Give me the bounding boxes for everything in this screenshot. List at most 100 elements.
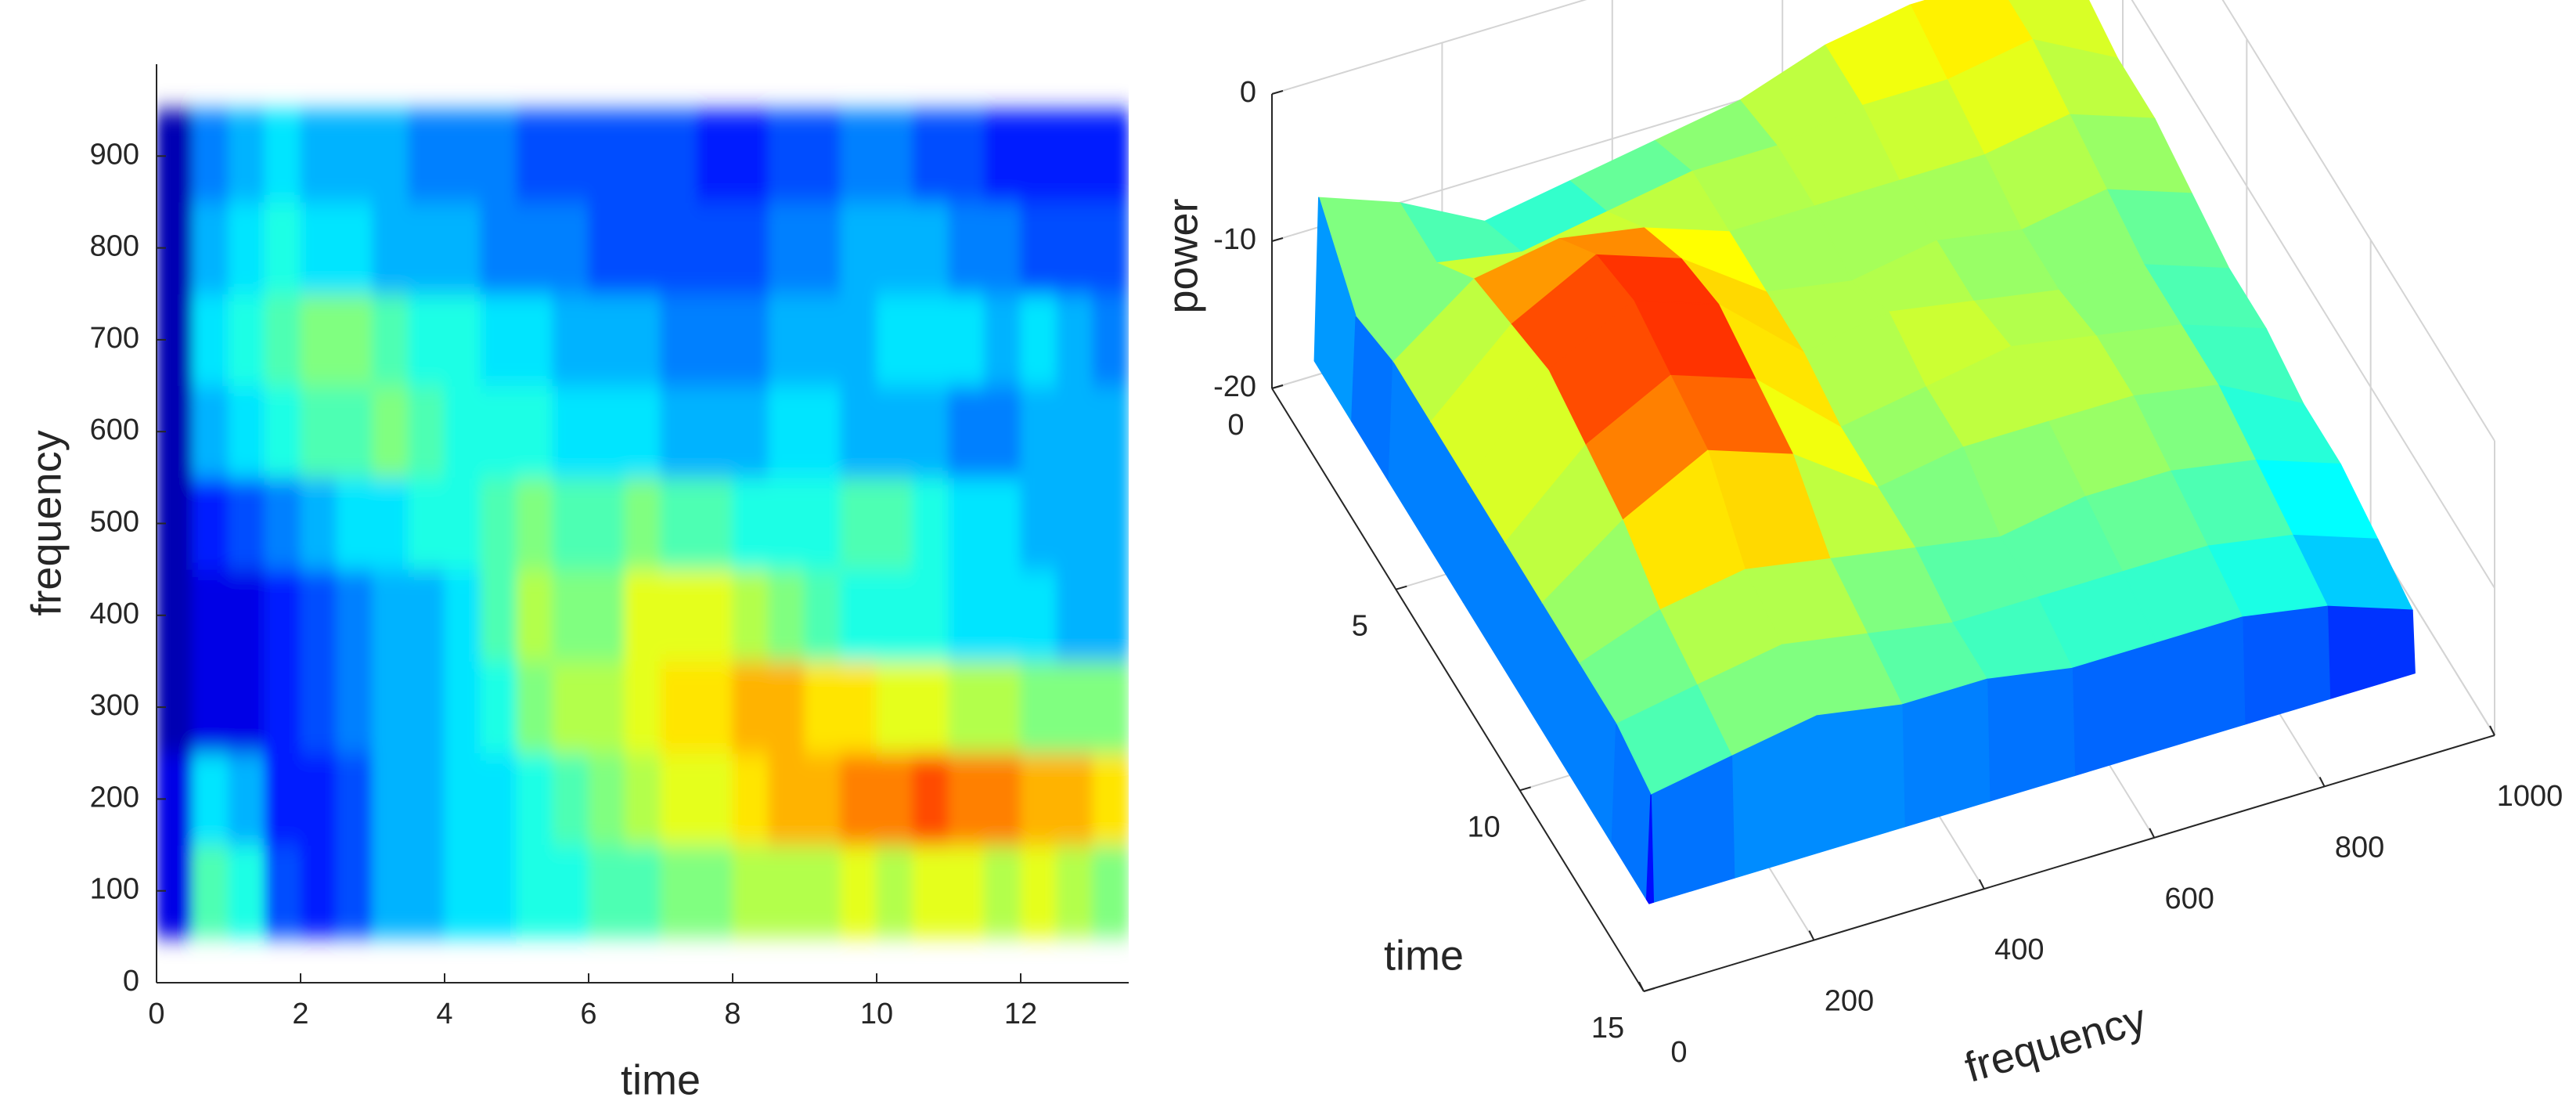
- heatmap-cell: [480, 201, 517, 294]
- heatmap-cell: [372, 660, 409, 754]
- x-tick-label: 200: [1825, 985, 1874, 1018]
- heatmap-cell: [228, 110, 265, 203]
- heatmap-cell: [1020, 293, 1057, 387]
- heatmap-cell: [408, 293, 445, 387]
- heatmap-cell: [1020, 477, 1057, 570]
- heatmap-cell: [876, 660, 913, 754]
- heatmap-cell: [804, 753, 841, 846]
- x-tick-label: 600: [2164, 882, 2214, 915]
- heatmap-cell: [948, 477, 985, 570]
- heatmap-cell: [840, 844, 877, 937]
- heatmap-cell: [840, 201, 877, 294]
- heatmap-cell: [804, 568, 841, 662]
- heatmap-cell: [876, 753, 913, 846]
- surface-patch: [1816, 704, 1905, 854]
- heatmap-cell: [696, 293, 733, 387]
- z-tick: [1271, 90, 1284, 95]
- heatmap-cell: [444, 568, 481, 662]
- heatmap-cell: [768, 753, 805, 846]
- heatmap-cell: [984, 293, 1021, 387]
- x-axis-label: frequency: [1960, 995, 2152, 1092]
- x-axis-label: time: [621, 1056, 701, 1103]
- heatmap-cell: [552, 660, 589, 754]
- heatmap-cell: [984, 753, 1021, 846]
- heatmap-cell: [552, 201, 589, 294]
- heatmap-cell: [948, 385, 985, 478]
- heatmap-cell: [948, 660, 985, 754]
- heatmap-cell: [516, 201, 553, 294]
- heatmap-cell: [1056, 753, 1093, 846]
- heatmap-cells: [157, 110, 1129, 937]
- heatmap-cell: [408, 753, 445, 846]
- heatmap-cell: [624, 293, 661, 387]
- heatmap-cell: [264, 660, 301, 754]
- heatmap-cell: [588, 844, 625, 937]
- heatmap-cell: [480, 753, 517, 846]
- heatmap-cell: [840, 477, 877, 570]
- y-tick-label: 400: [90, 597, 139, 630]
- heatmap-cell: [300, 477, 337, 570]
- heatmap-cell: [624, 110, 661, 203]
- heatmap-cell: [1092, 385, 1129, 478]
- heatmap-cell: [840, 753, 877, 846]
- z-tick-label: -20: [1213, 370, 1256, 403]
- heatmap-cell: [444, 201, 481, 294]
- heatmap-cell: [660, 293, 697, 387]
- y-tick-label: 15: [1591, 1012, 1624, 1045]
- heatmap-cell: [804, 110, 841, 203]
- heatmap-cell: [1020, 201, 1057, 294]
- heatmap-cell: [912, 477, 949, 570]
- heatmap-cell: [624, 844, 661, 937]
- heatmap-cell: [408, 844, 445, 937]
- heatmap-cell: [624, 201, 661, 294]
- heatmap-cell: [768, 660, 805, 754]
- heatmap-cell: [732, 201, 769, 294]
- heatmap-cell: [336, 660, 373, 754]
- grid-line: [1271, 0, 1587, 95]
- heatmap-cell: [876, 293, 913, 387]
- x-tick-label: 6: [580, 998, 596, 1030]
- x-tick-label: 12: [1004, 998, 1037, 1030]
- heatmap-cell: [840, 385, 877, 478]
- heatmap-cell: [1020, 753, 1057, 846]
- heatmap-cell: [1092, 110, 1129, 203]
- heatmap-cell: [840, 660, 877, 754]
- heatmap-cell: [1020, 844, 1057, 937]
- heatmap-cell: [408, 110, 445, 203]
- heatmap-cell: [1092, 844, 1129, 937]
- heatmap-cell: [984, 385, 1021, 478]
- heatmap-cell: [1056, 477, 1093, 570]
- heatmap-cell: [228, 201, 265, 294]
- y-tick-label: 300: [90, 689, 139, 722]
- heatmap-cell: [588, 568, 625, 662]
- heatmap-cell: [696, 477, 733, 570]
- heatmap-cell: [1092, 753, 1129, 846]
- grid-line: [2221, 0, 2495, 442]
- heatmap-cell: [948, 753, 985, 846]
- heatmap-cell: [552, 385, 589, 478]
- heatmap-cell: [516, 568, 553, 662]
- heatmap-cell: [552, 844, 589, 937]
- heatmap-cell: [804, 385, 841, 478]
- heatmap-cell: [588, 293, 625, 387]
- surface-patch: [1901, 678, 1991, 828]
- heatmap-cell: [480, 660, 517, 754]
- x-tick-label: 0: [148, 998, 164, 1030]
- heatmap-cell: [192, 293, 229, 387]
- heatmap-cell: [912, 753, 949, 846]
- surface-area: -20 -10 0 0 5 10 15 0 200 400 600 800 1000: [1213, 0, 2563, 1069]
- heatmap-cell: [336, 477, 373, 570]
- heatmap-cell: [588, 477, 625, 570]
- heatmap-cell: [336, 844, 373, 937]
- heatmap-cell: [444, 844, 481, 937]
- heatmap-cell: [1056, 110, 1093, 203]
- grid-line: [2131, 0, 2495, 589]
- y-tick-label: 10: [1468, 810, 1501, 843]
- heatmap-cell: [264, 568, 301, 662]
- heatmap-cell: [876, 201, 913, 294]
- heatmap-cell: [372, 385, 409, 478]
- y-axis-label: frequency: [23, 430, 70, 615]
- heatmap-cell: [516, 844, 553, 937]
- heatmap-cell: [984, 660, 1021, 754]
